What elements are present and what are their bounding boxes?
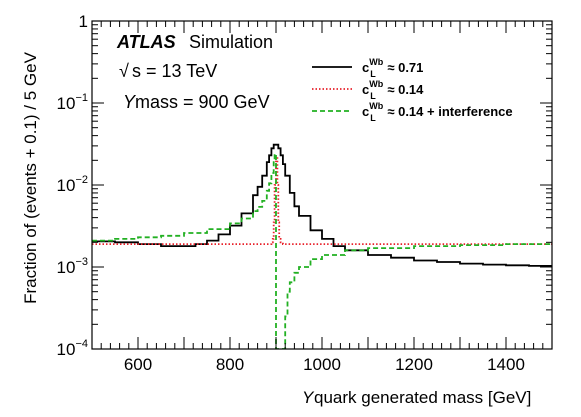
y-tick-exponent: −3 xyxy=(75,256,88,268)
legend-label-3: cWb L ≈ 0.14 + interference xyxy=(362,101,513,123)
legend-label-1: cWb L ≈ 0.71 xyxy=(362,57,423,79)
x-tick-label-5: 1400 xyxy=(487,355,525,374)
x-tick-label-3: 1000 xyxy=(303,355,341,374)
x-tick-label-2: 800 xyxy=(216,355,244,374)
y-tick-label-4: 10−1 xyxy=(57,92,88,113)
y-tick-exponent: −2 xyxy=(75,174,88,186)
simulation-label: Simulation xyxy=(189,32,273,52)
x-tick-label-1: 600 xyxy=(124,355,152,374)
series-line-3 xyxy=(92,152,552,349)
mass-label-italic: Y xyxy=(123,92,137,112)
x-axis-title-italic: Y xyxy=(302,388,315,407)
sqrt-symbol: √ xyxy=(119,61,129,81)
y-axis-title: Fraction of (events + 0.1) / 5 GeV xyxy=(21,51,40,303)
y-tick-label-5: 1 xyxy=(79,12,88,31)
x-axis-title: quark generated mass [GeV] xyxy=(314,388,531,407)
y-tick-label-1: 10−4 xyxy=(57,338,88,359)
series-line-1 xyxy=(92,143,552,267)
mass-label: mass = 900 GeV xyxy=(135,92,270,112)
y-tick-exponent: −4 xyxy=(75,338,88,350)
legend-label-2: cWb L ≈ 0.14 xyxy=(362,79,424,101)
energy-label: s = 13 TeV xyxy=(132,61,217,81)
y-tick-exponent: −1 xyxy=(75,92,88,104)
atlas-label: ATLAS xyxy=(116,32,176,52)
y-tick-label-3: 10−2 xyxy=(57,174,88,195)
x-tick-label-4: 1200 xyxy=(395,355,433,374)
y-tick-label-2: 10−3 xyxy=(57,256,88,277)
